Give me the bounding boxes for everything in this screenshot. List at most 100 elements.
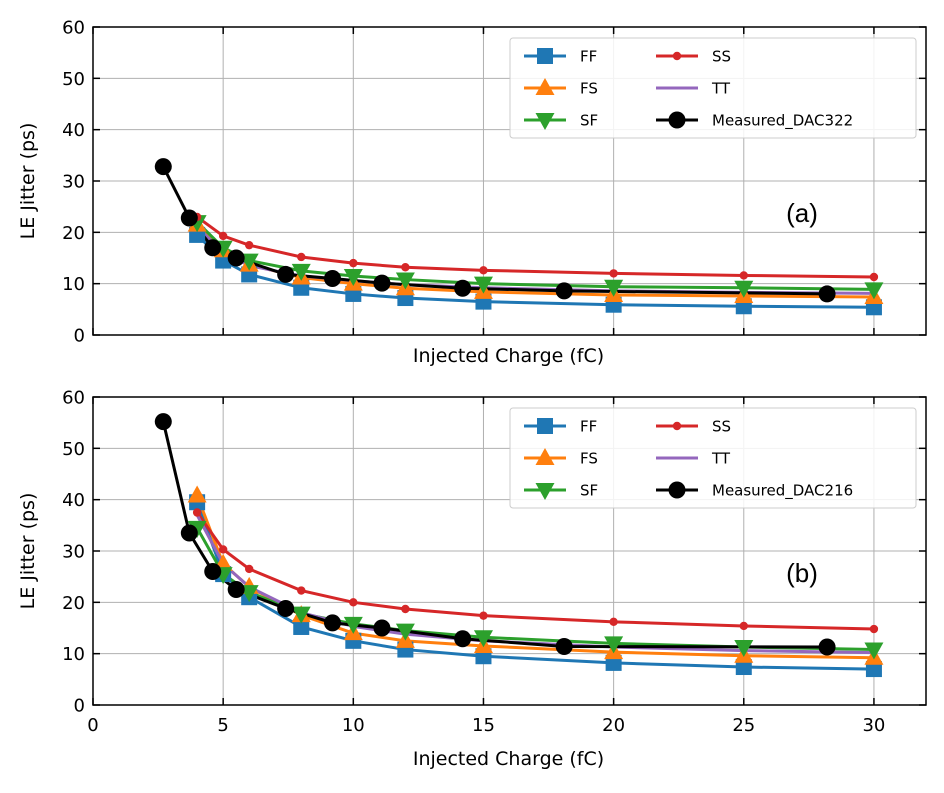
legend-marker-ss <box>672 51 682 61</box>
data-point-ss <box>218 545 228 554</box>
y-axis-label: LE Jitter (ps) <box>17 123 39 240</box>
data-point-measured-dac322 <box>555 282 573 300</box>
x-tick-label: 30 <box>862 715 885 736</box>
data-point-sf <box>734 280 754 298</box>
data-point-sf <box>864 642 884 660</box>
legend: FF SS FS TT SF Measured_DAC216 <box>509 407 917 509</box>
x-tick-label: 0 <box>87 715 98 736</box>
data-point-ss <box>401 604 410 614</box>
legend-marker-fs <box>535 448 555 465</box>
data-point-measured-dac322 <box>204 239 222 257</box>
data-point-sf <box>343 268 363 286</box>
legend-box <box>509 37 917 139</box>
y-tick-label: 20 <box>62 593 85 614</box>
data-point-ff <box>865 661 882 678</box>
data-point-sf <box>604 279 624 297</box>
panel-label: (b) <box>786 558 818 588</box>
data-point-fs <box>187 485 207 503</box>
data-point-measured-dac216 <box>154 413 172 431</box>
data-point-measured-dac322 <box>818 285 836 303</box>
data-point-ss <box>218 231 228 241</box>
data-point-ss <box>609 269 618 278</box>
legend-marker-measured-dac216 <box>668 481 686 499</box>
data-point-ss <box>739 271 748 280</box>
data-point-sf <box>291 606 311 624</box>
y-tick-label: 10 <box>62 274 85 295</box>
panel-label: (a) <box>786 198 818 228</box>
data-point-measured-dac322 <box>180 209 198 227</box>
data-point-measured-dac322 <box>323 270 341 288</box>
series-line-ss <box>195 511 874 631</box>
data-point-sf <box>734 639 754 657</box>
legend-label-fs: FS <box>580 450 598 468</box>
legend-label-sf: SF <box>580 482 598 500</box>
legend-label-ss: SS <box>712 48 731 66</box>
legend-label-tt: TT <box>711 80 731 98</box>
legend-label-sf: SF <box>580 112 598 130</box>
y-tick-label: 60 <box>62 388 85 409</box>
data-point-ss <box>349 598 358 607</box>
data-point-sf <box>864 282 884 300</box>
data-point-measured-dac216 <box>180 524 198 542</box>
legend-marker-ff <box>537 418 553 434</box>
data-point-sf <box>473 630 493 648</box>
legend-marker-ff <box>537 48 553 64</box>
y-tick-label: 0 <box>74 326 85 347</box>
data-point-ss <box>192 508 202 517</box>
y-tick-label: 40 <box>62 120 85 141</box>
data-point-measured-dac216 <box>373 619 391 637</box>
y-tick-label: 40 <box>62 490 85 511</box>
x-tick-label: 15 <box>472 715 495 736</box>
y-tick-label: 10 <box>62 644 85 665</box>
y-tick-label: 50 <box>62 439 85 460</box>
x-axis-label: Injected Charge (fC) <box>413 345 604 367</box>
legend-marker-sf <box>535 483 555 500</box>
data-point-measured-dac322 <box>373 274 391 292</box>
y-tick-label: 0 <box>74 696 85 717</box>
legend-label-tt: TT <box>711 450 731 468</box>
data-point-sf <box>343 616 363 634</box>
legend-label-ff: FF <box>580 418 597 436</box>
panel-b: 0 5 10 15 20 25 30 0 10 20 30 40 50 60 Injected Charge… <box>17 388 927 770</box>
data-layer <box>154 158 884 316</box>
series-line-ss <box>196 215 874 279</box>
panel-a: 0 10 20 30 40 50 60 Injected Charge (fC) LE Jitt… <box>17 18 927 367</box>
data-point-measured-dac216 <box>227 581 245 598</box>
legend-label-fs: FS <box>580 80 598 98</box>
legend: FF SS FS TT SF Measured_DAC322 <box>509 37 917 139</box>
data-point-ss <box>869 624 879 634</box>
data-point-sf <box>395 272 415 290</box>
x-tick-label: 5 <box>217 715 228 736</box>
x-tick-label: 25 <box>732 715 755 736</box>
data-layer <box>154 413 884 678</box>
data-point-ss <box>297 586 306 595</box>
x-tick-label: 20 <box>602 715 625 736</box>
data-point-measured-dac322 <box>227 249 245 267</box>
data-point-ss <box>349 258 358 268</box>
data-point-measured-dac322 <box>454 279 472 297</box>
y-tick-label: 30 <box>62 542 85 563</box>
data-point-measured-dac216 <box>818 638 836 656</box>
legend-label-ff: FF <box>580 48 597 66</box>
legend-marker-ss <box>672 421 682 431</box>
data-point-measured-dac216 <box>555 637 573 655</box>
data-point-measured-dac322 <box>154 158 172 176</box>
y-axis-label: LE Jitter (ps) <box>17 493 39 610</box>
data-point-measured-dac216 <box>454 630 472 648</box>
legend-marker-measured-dac322 <box>668 111 686 129</box>
legend-box <box>509 407 917 509</box>
data-point-measured-dac216 <box>204 563 222 581</box>
x-axis-label: Injected Charge (fC) <box>413 748 604 770</box>
legend-label-measured-dac216: Measured_DAC216 <box>712 482 853 501</box>
data-point-ss <box>297 252 306 262</box>
series-line-ff <box>196 233 874 309</box>
data-point-ff <box>735 659 752 676</box>
y-tick-label: 30 <box>62 172 85 193</box>
data-point-ss <box>479 266 488 275</box>
data-point-ss <box>479 611 488 620</box>
legend-label-ss: SS <box>712 418 731 436</box>
data-point-ss <box>609 617 618 627</box>
legend-label-measured-dac322: Measured_DAC322 <box>712 112 853 131</box>
legend-marker-sf <box>535 113 555 130</box>
